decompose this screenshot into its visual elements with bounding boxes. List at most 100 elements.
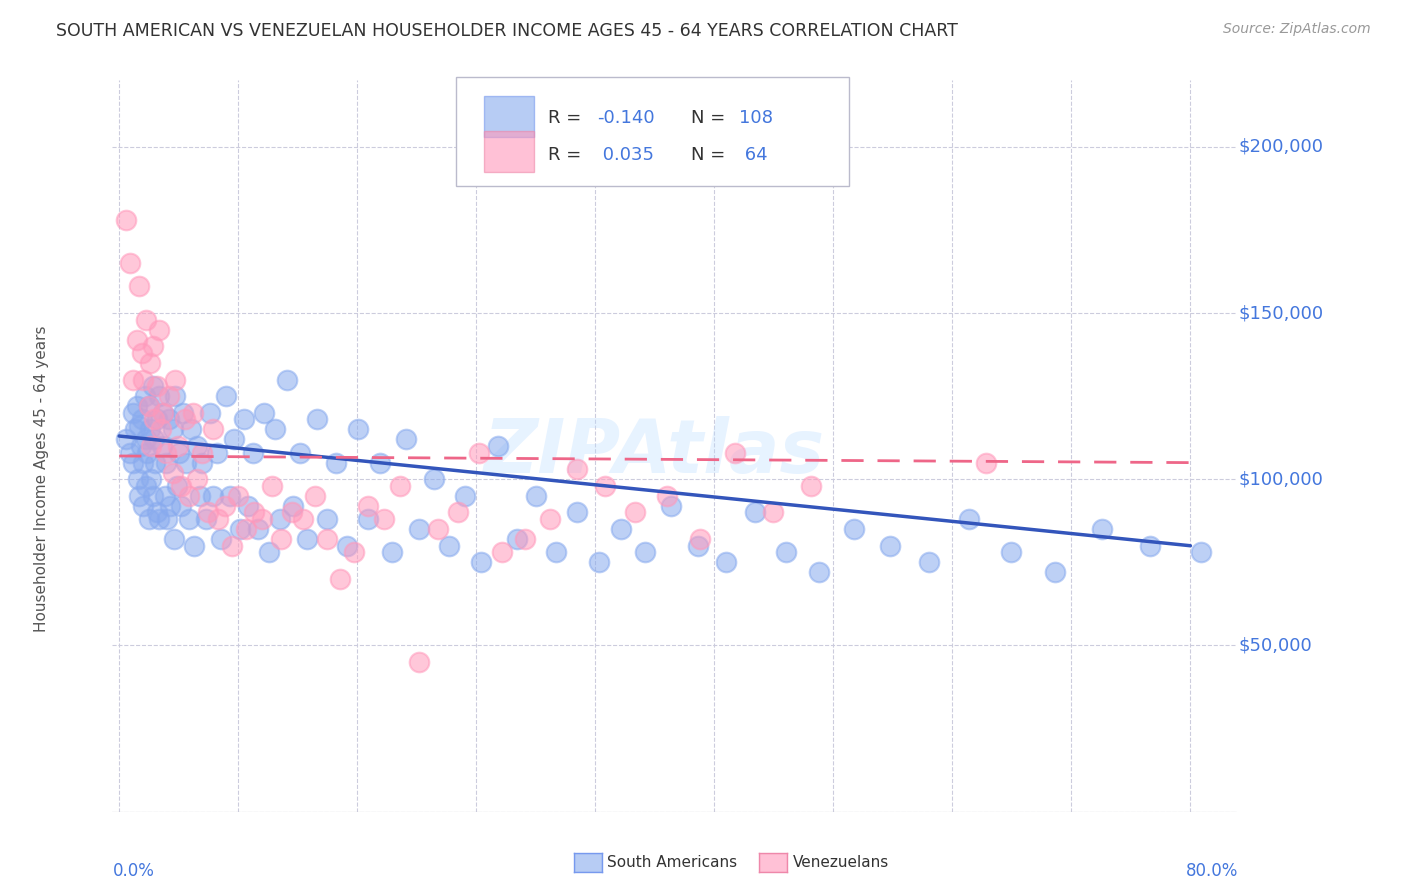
Point bbox=[329, 572, 352, 586]
Point bbox=[200, 406, 222, 420]
Point bbox=[143, 412, 166, 426]
Point bbox=[283, 499, 305, 513]
Point bbox=[148, 389, 170, 403]
Point bbox=[659, 499, 682, 513]
Point bbox=[486, 439, 509, 453]
Point bbox=[506, 532, 529, 546]
Text: R =: R = bbox=[548, 110, 586, 128]
Point bbox=[381, 545, 404, 559]
Point bbox=[128, 489, 150, 503]
Point bbox=[138, 512, 160, 526]
Point bbox=[170, 479, 193, 493]
Text: R =: R = bbox=[548, 146, 586, 164]
Text: Source: ZipAtlas.com: Source: ZipAtlas.com bbox=[1223, 22, 1371, 37]
Point bbox=[879, 539, 901, 553]
Point bbox=[1043, 566, 1066, 580]
Point bbox=[744, 506, 766, 520]
Point bbox=[132, 372, 155, 386]
Point bbox=[775, 545, 797, 559]
Text: ZIPAtlas: ZIPAtlas bbox=[484, 417, 825, 489]
Point bbox=[115, 213, 138, 227]
Point bbox=[236, 499, 259, 513]
Point bbox=[269, 512, 291, 526]
Point bbox=[215, 389, 238, 403]
Text: N =: N = bbox=[690, 110, 731, 128]
Text: N =: N = bbox=[690, 146, 731, 164]
Point bbox=[136, 445, 159, 459]
Point bbox=[205, 445, 228, 459]
Point bbox=[209, 532, 232, 546]
Point bbox=[228, 489, 250, 503]
Point bbox=[121, 372, 143, 386]
Point bbox=[127, 472, 149, 486]
Point bbox=[148, 512, 170, 526]
Point bbox=[186, 472, 208, 486]
Point bbox=[173, 412, 195, 426]
Point bbox=[959, 512, 981, 526]
FancyBboxPatch shape bbox=[456, 77, 849, 186]
Text: 80.0%: 80.0% bbox=[1187, 862, 1239, 880]
Point bbox=[1000, 545, 1022, 559]
Point bbox=[141, 472, 163, 486]
Point bbox=[145, 506, 167, 520]
Point bbox=[128, 419, 150, 434]
Point bbox=[142, 379, 165, 393]
Point bbox=[142, 489, 165, 503]
Point bbox=[408, 655, 430, 669]
Point bbox=[918, 555, 941, 569]
Point bbox=[118, 256, 141, 270]
Point bbox=[468, 445, 491, 459]
Point bbox=[260, 479, 283, 493]
Point bbox=[252, 512, 274, 526]
Point bbox=[167, 439, 190, 453]
Point bbox=[1139, 539, 1161, 553]
Point bbox=[129, 439, 152, 453]
Point bbox=[470, 555, 492, 569]
Point bbox=[162, 466, 184, 480]
Point bbox=[276, 372, 298, 386]
Point bbox=[437, 539, 460, 553]
Text: $50,000: $50,000 bbox=[1239, 637, 1312, 655]
Point bbox=[125, 399, 148, 413]
Point bbox=[159, 499, 181, 513]
Point bbox=[183, 539, 205, 553]
Point bbox=[395, 433, 418, 447]
Point bbox=[315, 532, 337, 546]
Point bbox=[186, 439, 208, 453]
Point bbox=[214, 499, 236, 513]
Point bbox=[800, 479, 823, 493]
Text: South Americans: South Americans bbox=[607, 855, 738, 870]
Text: -0.140: -0.140 bbox=[598, 110, 655, 128]
Point bbox=[224, 433, 246, 447]
Point bbox=[565, 506, 588, 520]
Point bbox=[844, 522, 866, 536]
Point bbox=[128, 279, 150, 293]
Point bbox=[453, 489, 475, 503]
Point bbox=[634, 545, 657, 559]
Point bbox=[304, 489, 326, 503]
Point bbox=[138, 399, 160, 413]
Point bbox=[389, 479, 412, 493]
Point bbox=[426, 522, 449, 536]
Point bbox=[141, 439, 163, 453]
Point bbox=[315, 512, 337, 526]
Point bbox=[263, 422, 285, 436]
Point bbox=[135, 312, 157, 326]
Point bbox=[169, 445, 191, 459]
Point bbox=[152, 406, 174, 420]
Point bbox=[153, 489, 176, 503]
Point bbox=[295, 532, 318, 546]
Point bbox=[139, 422, 162, 436]
Point bbox=[373, 512, 395, 526]
Text: Venezuelans: Venezuelans bbox=[793, 855, 889, 870]
Point bbox=[156, 512, 179, 526]
Point bbox=[165, 372, 187, 386]
Point bbox=[177, 512, 200, 526]
Point bbox=[172, 406, 194, 420]
Point bbox=[336, 539, 359, 553]
Point bbox=[162, 422, 184, 436]
Point bbox=[115, 433, 138, 447]
Point bbox=[325, 456, 347, 470]
Point bbox=[191, 445, 214, 459]
Point bbox=[270, 532, 292, 546]
